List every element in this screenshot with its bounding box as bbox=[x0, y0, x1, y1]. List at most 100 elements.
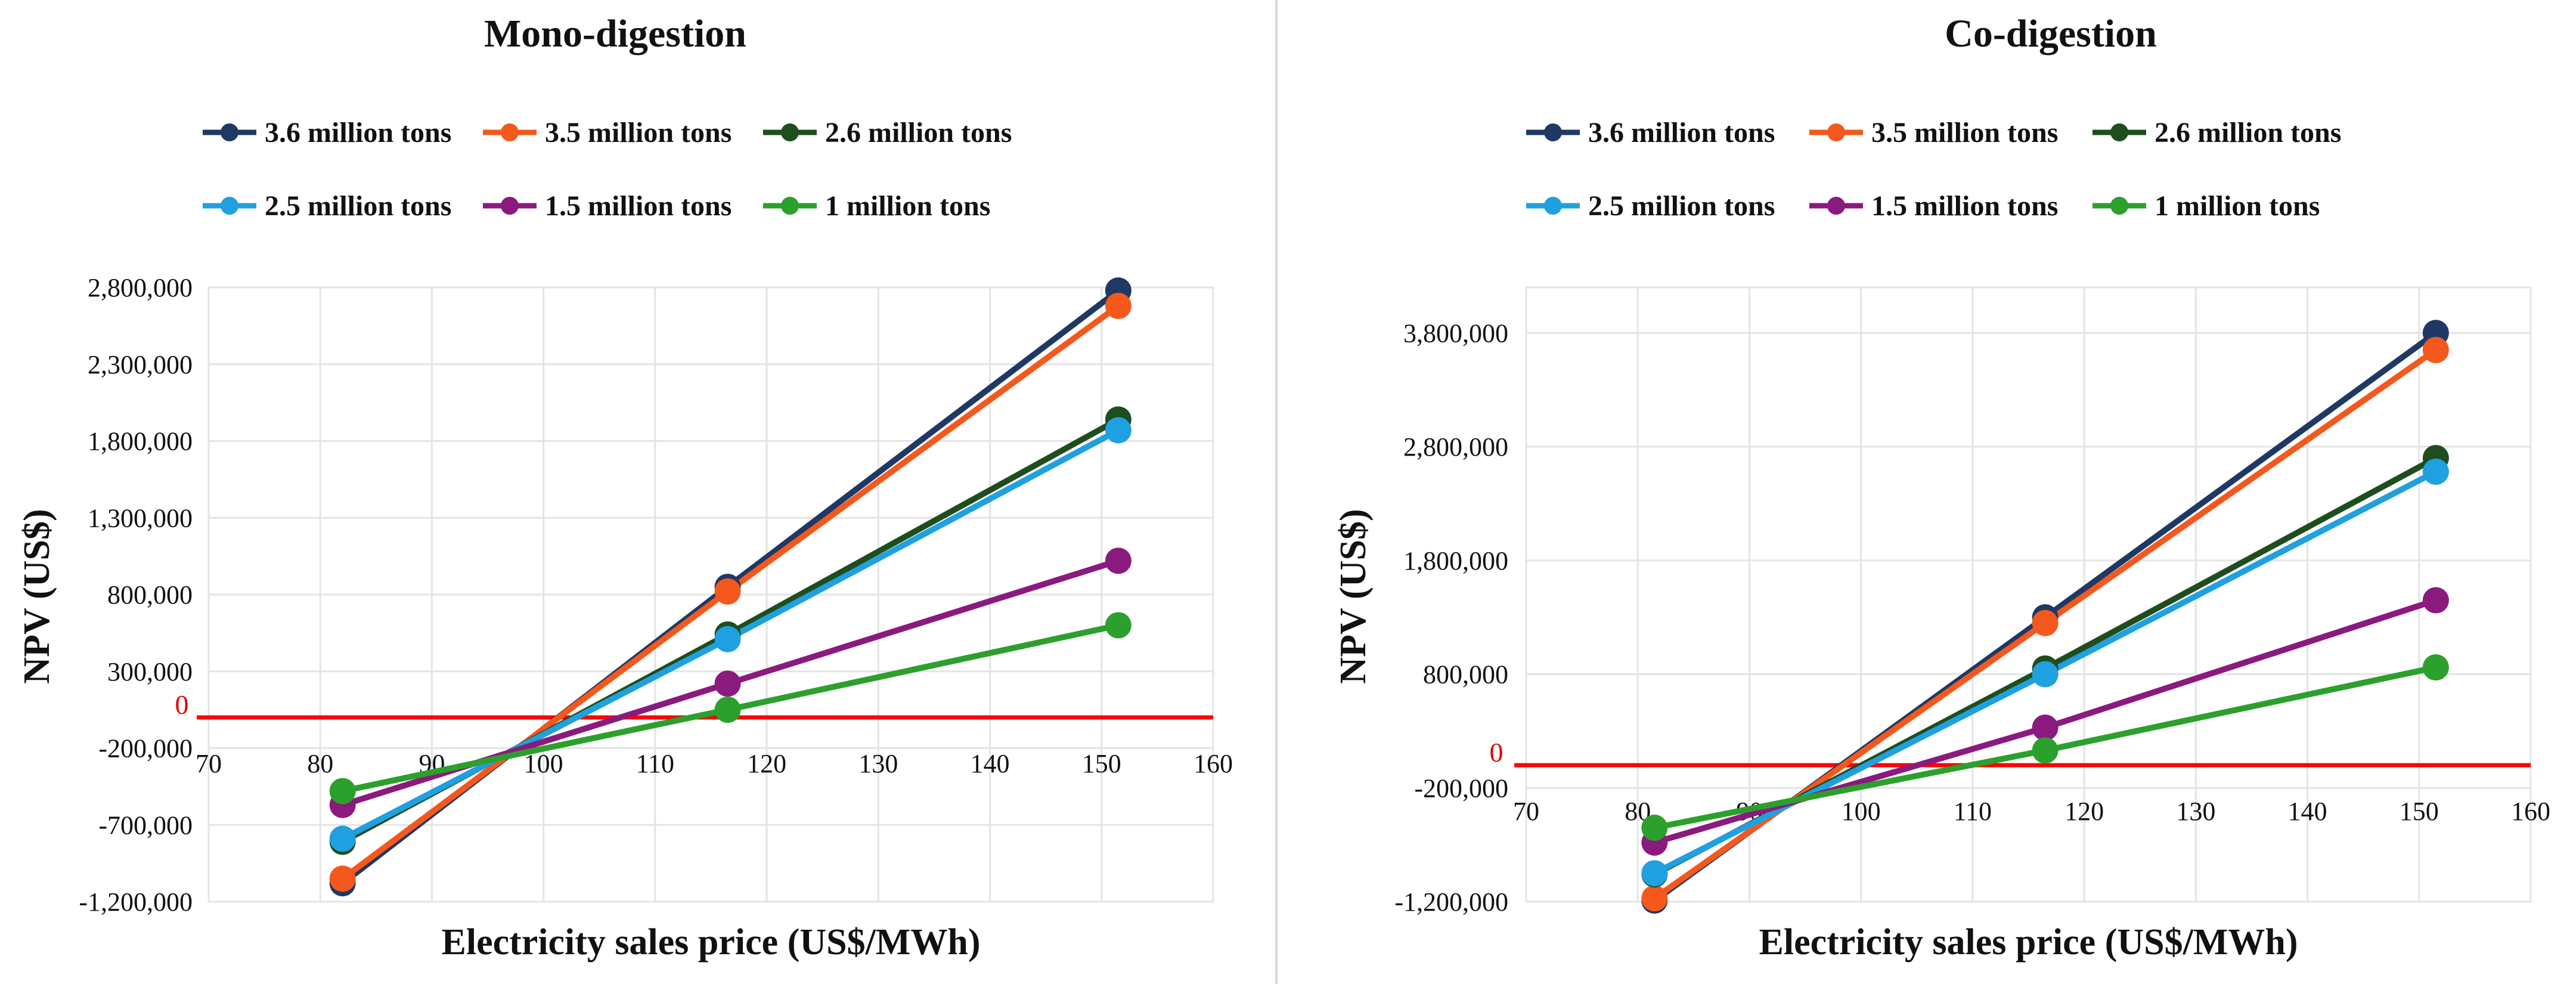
co-data-point bbox=[2422, 587, 2449, 614]
co-x-tick-label: 100 bbox=[1842, 797, 1881, 826]
mono-x-tick-label: 150 bbox=[1082, 749, 1121, 778]
co-x-axis-title: Electricity sales price (US$/MWh) bbox=[1759, 922, 2298, 963]
co-legend-swatch-marker bbox=[1544, 197, 1562, 215]
mono-legend-label: 1.5 million tons bbox=[545, 190, 731, 222]
mono-x-tick-label: 160 bbox=[1194, 749, 1233, 778]
mono-data-point bbox=[714, 670, 741, 697]
co-data-point bbox=[2032, 714, 2059, 741]
mono-y-tick-label: 1,800,000 bbox=[88, 427, 193, 456]
co-y-tick-label: -200,000 bbox=[1414, 773, 1508, 803]
mono-y-tick-label: 1,300,000 bbox=[88, 503, 193, 533]
mono-legend-swatch-marker bbox=[781, 123, 799, 141]
co-legend-label: 3.6 million tons bbox=[1588, 117, 1775, 148]
mono-legend-label: 2.6 million tons bbox=[825, 117, 1012, 148]
mono-legend-item: 3.5 million tons bbox=[483, 117, 731, 148]
co-x-tick-label: 160 bbox=[2511, 797, 2550, 826]
co-legend-item: 3.6 million tons bbox=[1526, 117, 1775, 148]
mono-y-tick-label: -200,000 bbox=[98, 734, 193, 763]
mono-data-point bbox=[1105, 417, 1132, 444]
co-legend-label: 1.5 million tons bbox=[1871, 190, 2058, 222]
co-data-point bbox=[2032, 661, 2059, 688]
co-data-point bbox=[2032, 737, 2059, 764]
co-legend-item: 2.6 million tons bbox=[2093, 117, 2341, 148]
mono-legend-item: 1.5 million tons bbox=[483, 190, 731, 222]
mono-data-point bbox=[1105, 547, 1132, 574]
co-legend-swatch-marker bbox=[1827, 123, 1845, 141]
co-digestion-panel: Co-digestion 3.6 million tons 3.5 million … bbox=[1333, 12, 2550, 963]
co-y-tick-label: 1,800,000 bbox=[1403, 546, 1508, 575]
co-y-axis-title: NPV (US$) bbox=[1333, 509, 1374, 683]
mono-chart-title: Mono-digestion bbox=[484, 12, 746, 55]
mono-legend-swatch-marker bbox=[781, 197, 799, 215]
co-data-point bbox=[2422, 336, 2449, 363]
mono-legend-item: 2.6 million tons bbox=[763, 117, 1012, 148]
mono-legend-swatch-marker bbox=[221, 123, 238, 141]
co-chart-title: Co-digestion bbox=[1945, 12, 2157, 55]
mono-legend-item: 1 million tons bbox=[763, 190, 990, 222]
mono-y-tick-label: -700,000 bbox=[98, 810, 193, 840]
co-y-tick-label: 2,800,000 bbox=[1403, 432, 1508, 462]
co-legend-label: 2.5 million tons bbox=[1588, 190, 1775, 222]
mono-data-point bbox=[714, 697, 741, 723]
co-y-tick-label: 800,000 bbox=[1423, 660, 1508, 689]
mono-zero-label: 0 bbox=[175, 689, 189, 720]
co-legend-item: 1 million tons bbox=[2093, 190, 2320, 222]
mono-data-point bbox=[1105, 292, 1132, 319]
co-data-point bbox=[2422, 459, 2449, 485]
co-legend-item: 2.5 million tons bbox=[1526, 190, 1775, 222]
mono-x-tick-label: 70 bbox=[196, 749, 222, 778]
mono-legend-item: 2.5 million tons bbox=[203, 190, 451, 222]
mono-x-tick-label: 110 bbox=[636, 749, 674, 778]
mono-x-tick-label: 130 bbox=[858, 749, 898, 778]
mono-data-point bbox=[329, 778, 356, 804]
co-y-tick-label: 3,800,000 bbox=[1403, 318, 1508, 348]
mono-data-point bbox=[714, 626, 741, 652]
co-data-point bbox=[1641, 860, 1668, 887]
co-y-tick-label: -1,200,000 bbox=[1394, 887, 1508, 917]
mono-legend-swatch-marker bbox=[221, 197, 238, 215]
co-x-tick-label: 140 bbox=[2288, 797, 2327, 826]
mono-legend-label: 1 million tons bbox=[825, 190, 990, 222]
mono-y-tick-label: 300,000 bbox=[107, 657, 193, 686]
mono-legend-item: 3.6 million tons bbox=[203, 117, 451, 148]
co-legend-item: 1.5 million tons bbox=[1809, 190, 2058, 222]
co-data-point bbox=[2422, 654, 2449, 681]
mono-data-point bbox=[714, 578, 741, 605]
mono-legend-label: 3.6 million tons bbox=[265, 117, 451, 148]
mono-legend-swatch-marker bbox=[501, 197, 519, 215]
mono-data-point bbox=[329, 825, 356, 852]
mono-y-tick-label: -1,200,000 bbox=[79, 887, 193, 917]
mono-legend-label: 3.5 million tons bbox=[545, 117, 731, 148]
mono-data-point bbox=[1105, 612, 1132, 639]
co-legend-swatch-marker bbox=[1827, 197, 1845, 215]
co-legend-label: 1 million tons bbox=[2155, 190, 2320, 222]
co-data-point bbox=[2032, 609, 2059, 636]
mono-x-tick-label: 80 bbox=[307, 749, 333, 778]
co-zero-label: 0 bbox=[1490, 737, 1504, 768]
co-legend-label: 2.6 million tons bbox=[2155, 117, 2341, 148]
mono-y-tick-label: 2,800,000 bbox=[88, 273, 193, 302]
co-legend-label: 3.5 million tons bbox=[1871, 117, 2058, 148]
co-legend-item: 3.5 million tons bbox=[1809, 117, 2058, 148]
mono-x-axis-title: Electricity sales price (US$/MWh) bbox=[442, 922, 981, 963]
co-x-tick-label: 150 bbox=[2400, 797, 2439, 826]
co-x-tick-label: 70 bbox=[1513, 797, 1539, 826]
co-x-tick-label: 120 bbox=[2064, 797, 2104, 826]
co-x-tick-label: 110 bbox=[1954, 797, 1992, 826]
mono-y-tick-label: 800,000 bbox=[107, 580, 193, 609]
co-x-tick-label: 130 bbox=[2176, 797, 2215, 826]
mono-x-tick-label: 140 bbox=[971, 749, 1010, 778]
mono-x-tick-label: 120 bbox=[747, 749, 786, 778]
co-data-point bbox=[1641, 815, 1668, 841]
co-legend-swatch-marker bbox=[1544, 123, 1562, 141]
mono-y-axis-title: NPV (US$) bbox=[17, 509, 57, 683]
mono-y-tick-label: 2,300,000 bbox=[88, 350, 193, 379]
co-plot-area bbox=[1525, 286, 2532, 903]
mono-legend-label: 2.5 million tons bbox=[265, 190, 451, 222]
mono-legend-swatch-marker bbox=[501, 123, 519, 141]
mono-data-point bbox=[329, 865, 356, 892]
co-legend-swatch-marker bbox=[2110, 123, 2128, 141]
co-legend-swatch-marker bbox=[2110, 197, 2128, 215]
mono-digestion-panel: Mono-digestion 3.6 million tons 3.5 millio… bbox=[17, 12, 1233, 963]
